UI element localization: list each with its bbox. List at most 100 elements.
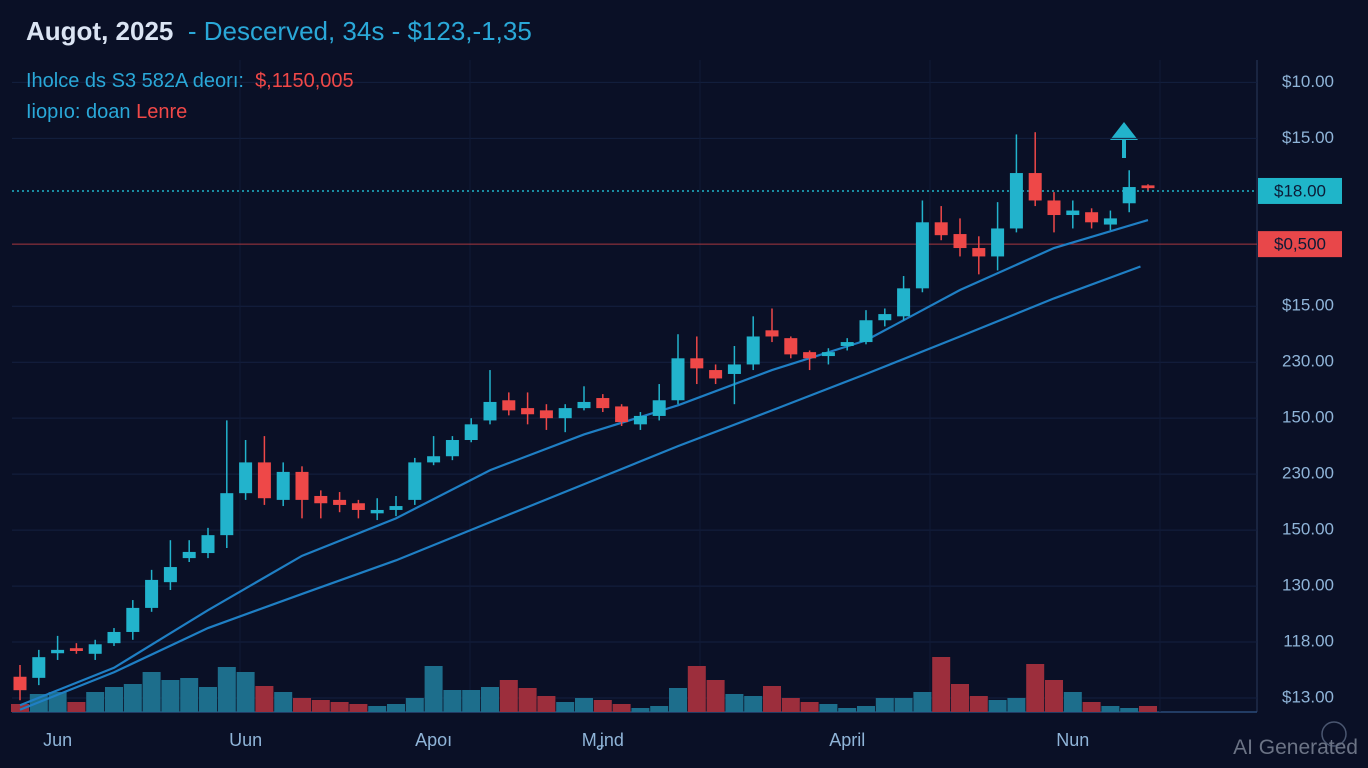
- corner-icon: [1321, 721, 1347, 747]
- candle-body: [351, 503, 365, 510]
- volume-bar: [838, 708, 857, 712]
- volume-bar: [593, 700, 612, 712]
- x-tick-label: April: [829, 730, 865, 750]
- volume-bar: [330, 702, 349, 712]
- candle-body: [558, 408, 572, 419]
- candle-body: [276, 471, 290, 500]
- info-value: $,1150,005: [255, 70, 354, 92]
- volume-bar: [499, 680, 518, 712]
- volume-bar: [86, 692, 105, 712]
- candle-body: [51, 649, 65, 654]
- y-tick-label: $15.00: [1282, 128, 1334, 147]
- candle-body: [577, 401, 591, 409]
- y-tick-label: 130.00: [1282, 576, 1334, 595]
- volume-bar: [819, 704, 838, 712]
- price-label-box: [1258, 177, 1342, 204]
- candle-body: [633, 415, 647, 425]
- volume-bar: [255, 686, 274, 712]
- up-arrow: [1110, 122, 1138, 158]
- candle-body: [295, 471, 309, 500]
- volume-bar: [105, 687, 123, 712]
- volume-bar: [706, 680, 725, 712]
- volume-bar: [1101, 706, 1120, 712]
- volume-bar: [274, 692, 293, 712]
- candle-body: [652, 400, 666, 416]
- volume-bar: [631, 708, 650, 712]
- volume-bar: [236, 672, 255, 712]
- candle-body: [1103, 218, 1117, 225]
- candle-body: [333, 499, 347, 505]
- volume-bar: [669, 688, 687, 712]
- title: Augot, 2025: [26, 16, 174, 46]
- candle-body: [32, 657, 46, 678]
- info-line: Iholce ds S3 582A deorı: $,1150,005: [26, 70, 354, 93]
- candle-body: [1028, 173, 1042, 201]
- moving-average-line: [19, 265, 1141, 711]
- moving-average-line: [19, 219, 1149, 707]
- volume-bar: [1139, 706, 1157, 712]
- volume-bar: [180, 678, 199, 712]
- candle-body: [502, 400, 516, 411]
- volume-bar: [575, 698, 593, 712]
- volume-bar: [1082, 702, 1101, 712]
- watermark: AI Generated: [1233, 736, 1358, 759]
- candle-body: [690, 358, 704, 369]
- candle-body: [615, 406, 629, 423]
- price-label: $0,500: [1274, 235, 1326, 254]
- volume-bar: [161, 680, 180, 712]
- y-tick-label: 230.00: [1282, 352, 1334, 371]
- candle-body: [840, 342, 854, 346]
- candle-body: [464, 424, 478, 441]
- candle-body: [69, 648, 83, 651]
- volume-bar: [481, 687, 499, 712]
- candle-body: [427, 456, 441, 463]
- candle-body: [991, 228, 1005, 257]
- volume-bar: [1045, 680, 1063, 712]
- volume-bars: [11, 657, 1157, 712]
- header-line: Augot, 2025 - Descerved, 34s - $123,-1,3…: [26, 16, 532, 47]
- candle-body: [389, 506, 403, 510]
- volume-bar: [405, 698, 424, 712]
- info-value: Lenre: [136, 101, 188, 123]
- volume-bar: [687, 666, 706, 712]
- candle-body: [934, 222, 948, 236]
- candle-body: [201, 535, 215, 554]
- candle-body: [370, 509, 384, 514]
- volume-bar: [462, 690, 481, 712]
- candle-body: [145, 579, 159, 608]
- candle-body: [784, 338, 798, 355]
- volume-bar: [875, 698, 894, 712]
- volume-bar: [199, 687, 217, 712]
- volume-bar: [387, 704, 405, 712]
- volume-bar: [744, 696, 763, 712]
- volume-bar: [781, 698, 800, 712]
- candle-body: [220, 493, 234, 536]
- x-tick-label: Uun: [229, 730, 262, 750]
- candle-body: [1122, 187, 1136, 204]
- candle-body: [257, 462, 271, 499]
- volume-bar: [969, 696, 988, 712]
- candle-body: [821, 352, 835, 357]
- volume-bar: [293, 698, 311, 712]
- candle-body: [727, 364, 741, 374]
- volume-bar: [763, 686, 781, 712]
- volume-bar: [650, 706, 669, 712]
- candle-body: [1141, 185, 1155, 189]
- candle-body: [521, 408, 535, 415]
- volume-bar: [349, 704, 368, 712]
- volume-bar: [518, 688, 537, 712]
- info-text: Iiopıo: doan: [26, 101, 131, 123]
- volume-bar: [1063, 692, 1082, 712]
- candle-body: [445, 440, 459, 457]
- x-tick-label: Nun: [1056, 730, 1089, 750]
- candle-body: [859, 320, 873, 343]
- candle-body: [765, 330, 779, 337]
- volume-bar: [857, 706, 875, 712]
- candle-body: [539, 410, 553, 419]
- y-tick-label: $13.00: [1282, 687, 1334, 706]
- info-line: Iiopıo: doan Lenre: [26, 101, 187, 124]
- x-tick-label: Mʝnd: [582, 730, 624, 750]
- volume-bar: [725, 694, 744, 712]
